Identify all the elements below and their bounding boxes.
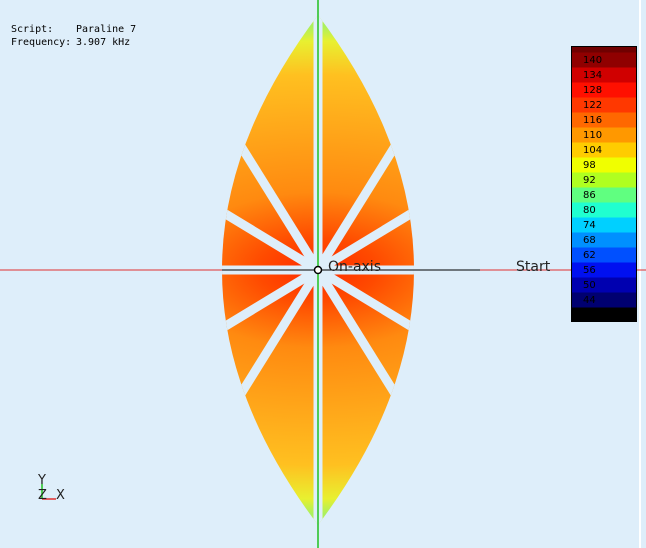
script-value: Paraline 7: [76, 24, 136, 35]
colorbar-band: [572, 157, 636, 173]
colorbar-label: 104: [583, 145, 602, 156]
colorbar-band: [572, 172, 636, 188]
start-label: Start: [516, 259, 551, 275]
axis-triad: Y Z X: [37, 473, 65, 503]
colorbar-band: [572, 292, 636, 308]
frequency-value: 3.907 kHz: [76, 37, 130, 48]
colorbar-band: [572, 67, 636, 83]
colorbar-label: 110: [583, 130, 602, 141]
script-label: Script:: [11, 24, 53, 35]
colorbar-label: 98: [583, 160, 596, 171]
colorbar-label: 68: [583, 235, 596, 246]
colorbar-band: [572, 47, 636, 53]
colorbar-label: 122: [583, 100, 602, 111]
on-axis-label: On-axis: [328, 259, 381, 275]
colorbar-label: 74: [583, 220, 596, 231]
colorbar-band: [572, 52, 636, 68]
colorbar-band: [572, 202, 636, 218]
triad-y-label: Y: [37, 473, 46, 488]
colorbar-label: 134: [583, 70, 602, 81]
colorbar-label: 62: [583, 250, 596, 261]
colorbar-band: [572, 112, 636, 128]
colorbar-band: [572, 277, 636, 293]
colorbar-label: 140: [583, 55, 602, 66]
colorbar-band: [572, 247, 636, 263]
colorbar-label: 92: [583, 175, 596, 186]
colorbar-label: 80: [583, 205, 596, 216]
colorbar-band: [572, 82, 636, 98]
colorbar-band: [572, 262, 636, 278]
colorbar-label: 116: [583, 115, 602, 126]
triad-x-label: X: [56, 488, 65, 503]
colorbar-band: [572, 97, 636, 113]
colorbar: 140 134 128 122 116 110 104 98 92 86 80 74 68 62 56 50 4…: [571, 46, 637, 322]
origin-marker: [313, 265, 323, 275]
colorbar-label: 56: [583, 265, 596, 276]
frequency-label: Frequency:: [11, 37, 71, 48]
colorbar-band: [572, 127, 636, 143]
triad-z-label: Z: [38, 488, 47, 503]
colorbar-band: [572, 232, 636, 248]
colorbar-band: [572, 142, 636, 158]
colorbar-label: 86: [583, 190, 596, 201]
colorbar-band: [572, 217, 636, 233]
colorbar-label: 44: [583, 295, 596, 306]
colorbar-band: [572, 187, 636, 203]
colorbar-label: 50: [583, 280, 596, 291]
colorbar-label: 128: [583, 85, 602, 96]
